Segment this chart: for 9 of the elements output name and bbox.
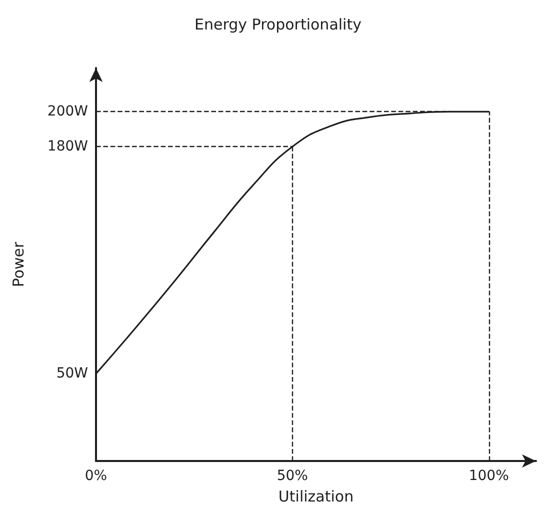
x-tick-label: 0%: [84, 468, 108, 484]
x-tick-label: 50%: [276, 468, 308, 484]
y-tick-label: 180W: [47, 138, 88, 155]
x-tick-label: 100%: [468, 468, 509, 484]
y-tick-label: 200W: [47, 104, 88, 120]
y-tick-label: 50W: [56, 366, 88, 382]
y-axis-title: Power: [10, 240, 28, 288]
x-axis-title: Utilization: [278, 488, 354, 506]
chart-title: Energy Proportionality: [194, 16, 362, 34]
